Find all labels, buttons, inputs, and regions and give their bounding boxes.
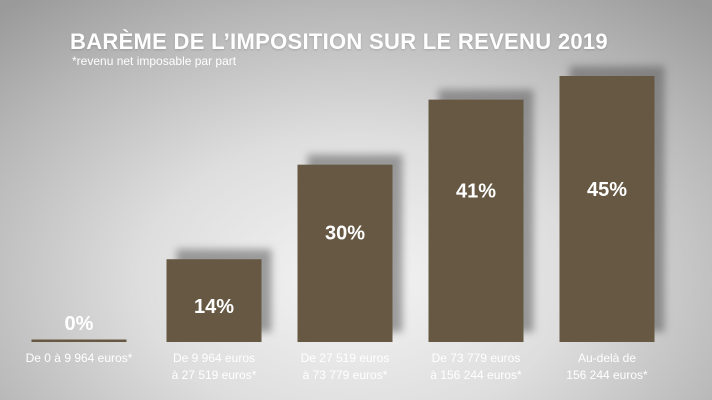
bar-value-label: 30% xyxy=(325,223,365,245)
bar xyxy=(428,99,524,343)
category-label: De 27 519 euros xyxy=(301,351,390,365)
bar xyxy=(166,259,262,342)
chart-title: BARÈME DE L’IMPOSITION SUR LE REVENU 201… xyxy=(70,29,608,54)
category-label: à 27 519 euros* xyxy=(172,368,257,382)
category-label: De 0 à 9 964 euros* xyxy=(26,351,133,365)
bar-value-label: 0% xyxy=(65,313,94,335)
bar xyxy=(31,339,127,342)
value-labels-group: 0% 14% 30% 41% 45% xyxy=(65,179,628,335)
bar-value-label: 14% xyxy=(194,296,234,318)
category-label: à 156 244 euros* xyxy=(430,368,522,382)
bar xyxy=(297,164,393,342)
category-label: De 9 964 euros xyxy=(173,351,255,365)
bar-value-label: 41% xyxy=(456,181,496,203)
category-label: De 73 779 euros xyxy=(432,351,521,365)
category-label: Au-delà de xyxy=(578,351,636,365)
bar-value-label: 45% xyxy=(587,179,627,201)
chart-subtitle: *revenu net imposable par part xyxy=(72,54,237,68)
category-label: à 73 779 euros* xyxy=(303,368,388,382)
category-label: 156 244 euros* xyxy=(566,368,648,382)
bar xyxy=(559,76,655,342)
bars-group xyxy=(31,76,655,343)
category-labels-group: De 0 à 9 964 euros* De 9 964 euros à 27 51… xyxy=(26,351,648,382)
